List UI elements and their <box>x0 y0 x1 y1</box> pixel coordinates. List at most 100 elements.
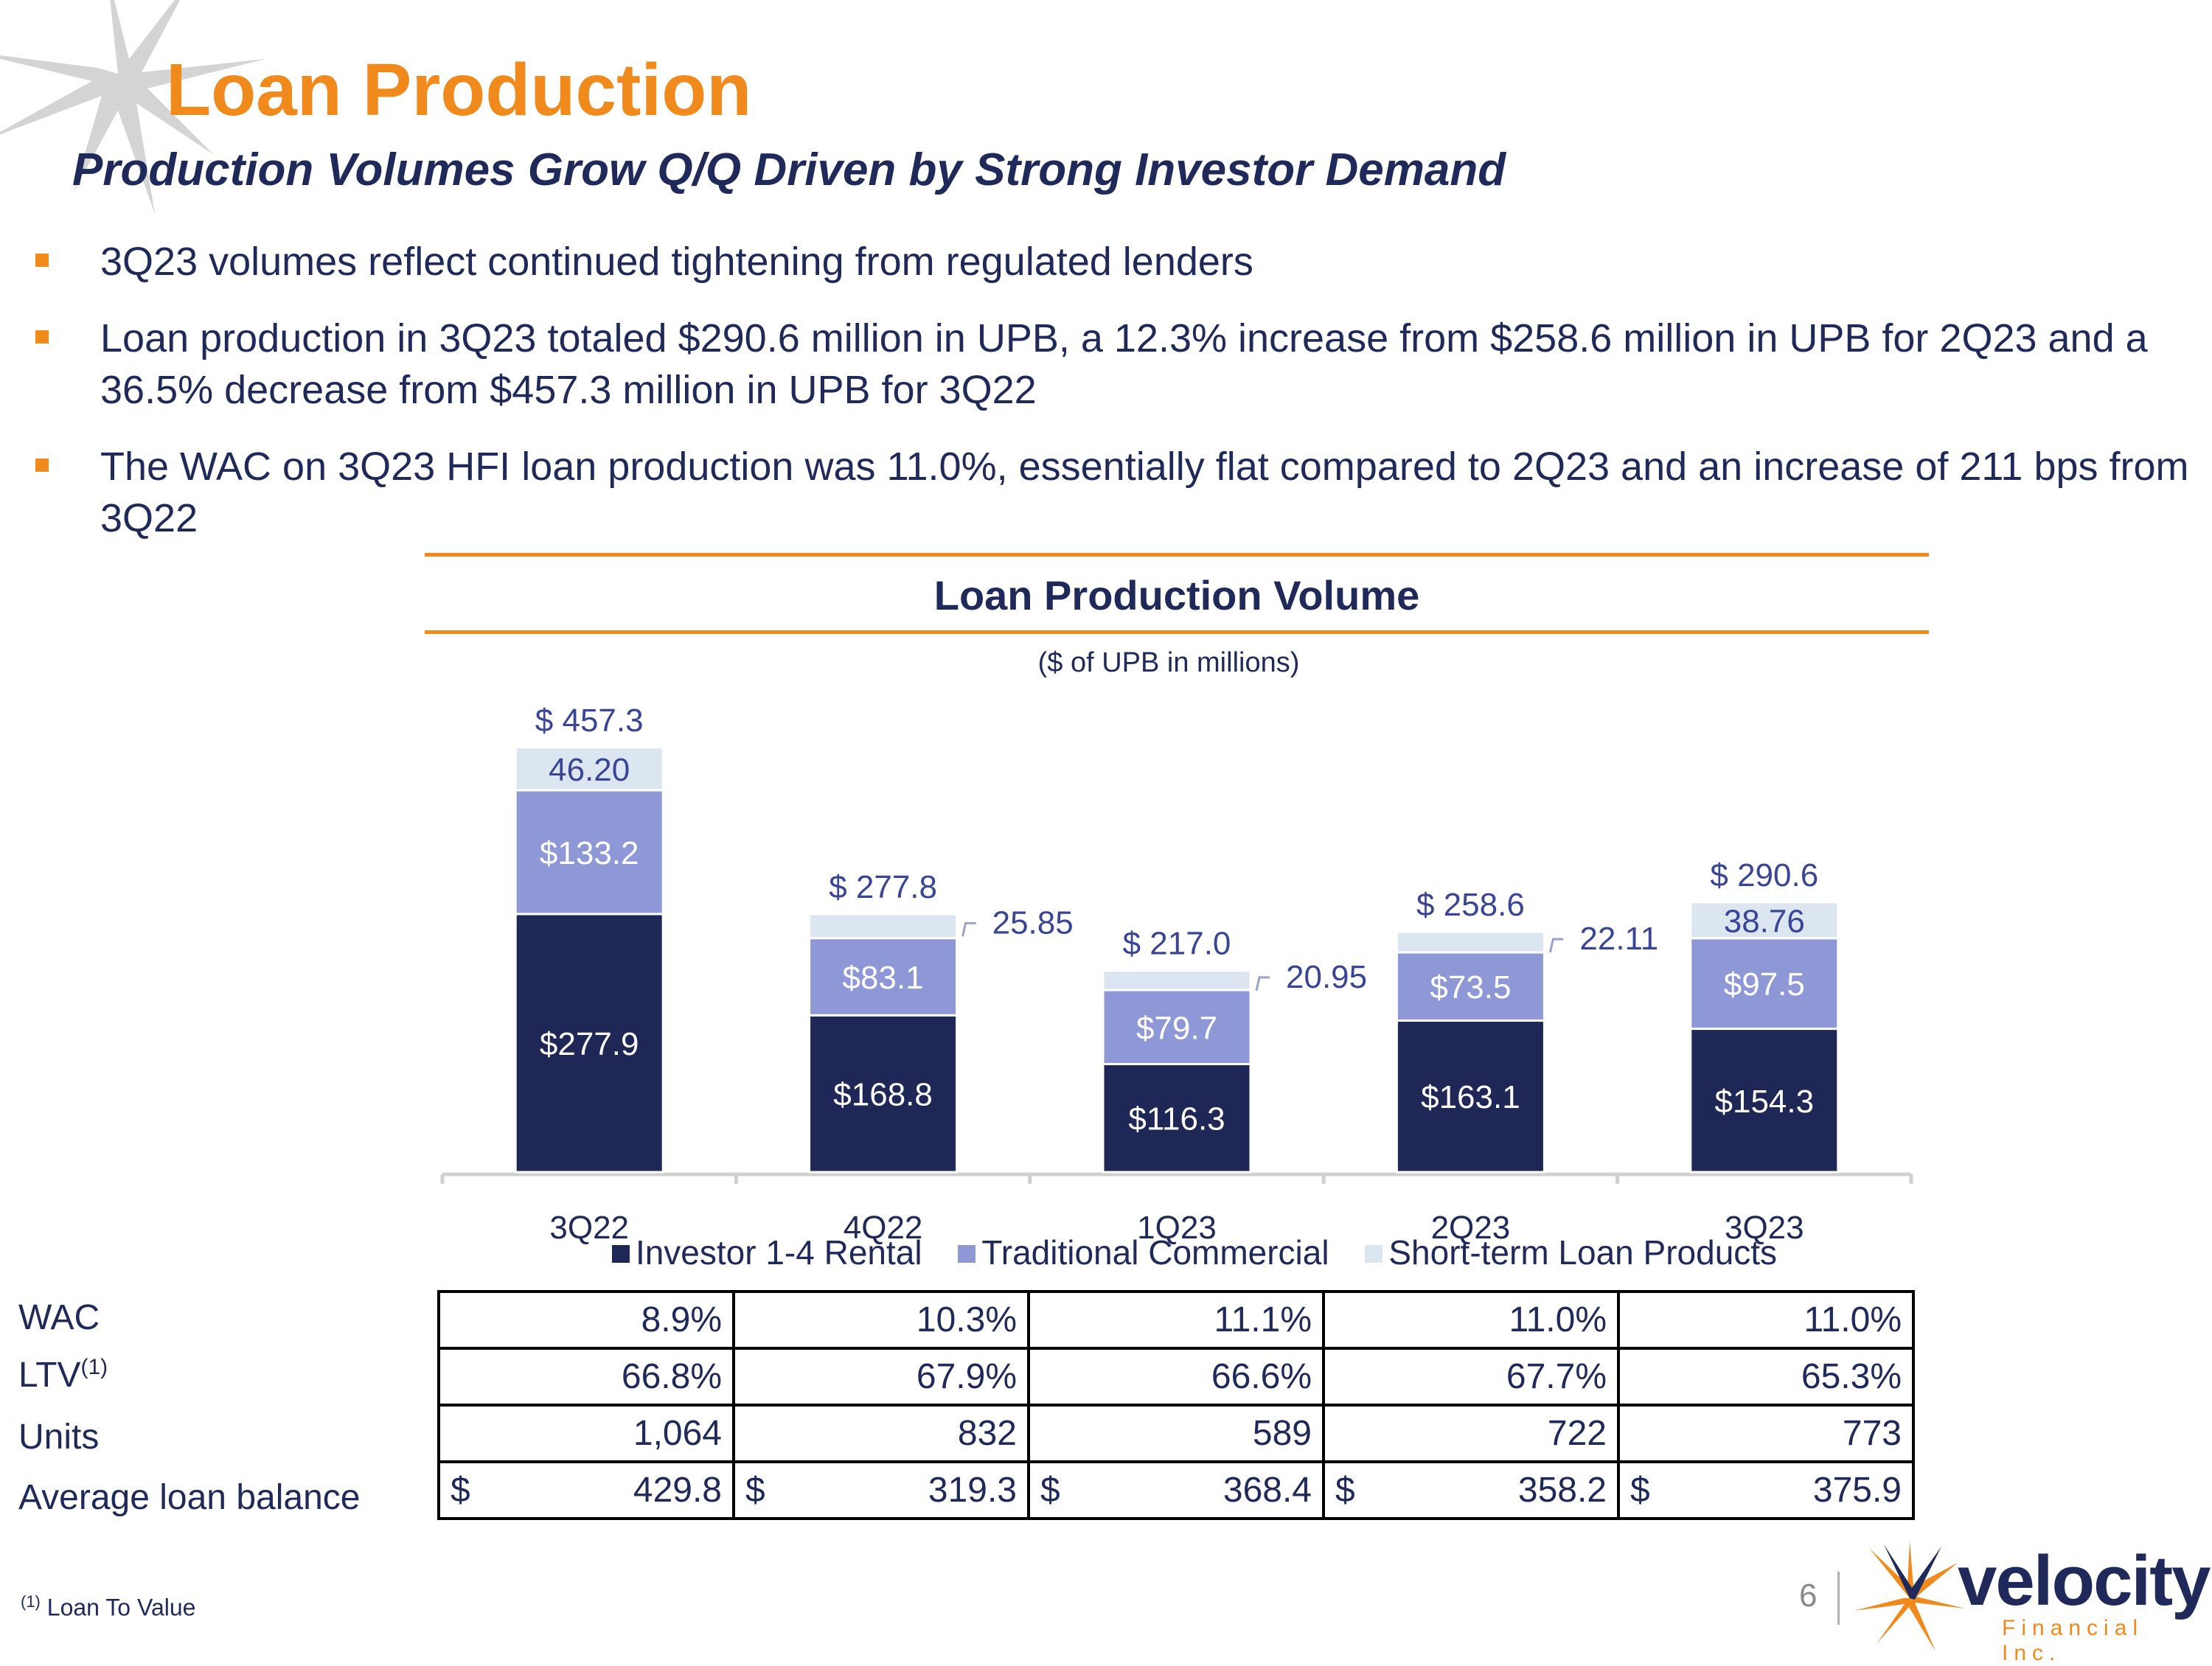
legend-swatch <box>958 1245 976 1263</box>
bar-segment <box>808 913 959 940</box>
legend-swatch <box>611 1245 630 1263</box>
data-label: 38.76 <box>1724 903 1805 939</box>
metrics-table: 8.9% 10.3% 11.1% 11.0% 11.0% 66.8% 67.9%… <box>437 1290 1915 1520</box>
ltv-footnote-marker: (1) <box>80 1355 108 1379</box>
bullet-item: Loan production in 3Q23 totaled $290.6 m… <box>29 313 2205 416</box>
bar-segment <box>1395 1019 1545 1174</box>
bullet-list: 3Q23 volumes reflect continued tightenin… <box>29 236 2205 569</box>
x-tick-label: 1Q23 <box>1137 1210 1217 1246</box>
table-cell: 11.0% <box>1617 1290 1915 1350</box>
bar-segment <box>514 746 664 792</box>
table-cell: 67.7% <box>1322 1347 1620 1407</box>
compass-star-icon <box>0 0 265 214</box>
table-cell: 10.3% <box>732 1290 1030 1350</box>
table-cell: $319.3 <box>732 1460 1030 1520</box>
chart-title-rule-top <box>425 553 1929 557</box>
data-label: $277.9 <box>540 1026 639 1062</box>
table-cell: $429.8 <box>437 1460 735 1520</box>
row-label-wac: WAC <box>18 1298 100 1337</box>
data-label: $163.1 <box>1421 1079 1520 1115</box>
row-label-units: Units <box>18 1418 100 1457</box>
total-label: $ 290.6 <box>1710 857 1818 893</box>
bar-segment <box>1689 901 1840 940</box>
chart-title-rule-bottom <box>425 630 1929 634</box>
data-label: $168.8 <box>833 1077 933 1113</box>
company-logo: velocity Financial Inc. <box>1854 1541 2211 1665</box>
bar-segment <box>1395 930 1545 954</box>
table-cell: 722 <box>1322 1404 1620 1463</box>
legend-label: Investor 1-4 Rental <box>635 1233 922 1272</box>
table-cell: 1,064 <box>437 1404 735 1463</box>
table-row: 1,064 832 589 722 773 <box>437 1404 1915 1463</box>
dollar-sign: $ <box>451 1471 470 1510</box>
data-label: 46.20 <box>549 752 630 788</box>
footnote-marker: (1) <box>21 1592 41 1611</box>
data-label: 25.85 <box>992 905 1074 941</box>
table-cell: 11.0% <box>1322 1290 1620 1350</box>
x-tick-label: 3Q22 <box>549 1210 629 1246</box>
legend-item: Traditional Commercial <box>958 1233 1329 1272</box>
table-row: 8.9% 10.3% 11.1% 11.0% 11.0% <box>437 1290 1915 1350</box>
table-cell: 67.9% <box>732 1347 1030 1407</box>
table-cell: 66.8% <box>437 1347 735 1407</box>
footnote-text: Loan To Value <box>46 1594 196 1621</box>
row-label-average-loan-balance: Average loan balance <box>18 1478 361 1517</box>
total-label: $ 277.8 <box>829 869 937 905</box>
table-cell: $358.2 <box>1322 1460 1620 1520</box>
page-title: Loan Production <box>166 49 752 131</box>
data-label: $154.3 <box>1715 1084 1815 1120</box>
bar-segment <box>1102 969 1252 991</box>
table-cell: 65.3% <box>1617 1347 1915 1407</box>
bar-segment <box>1102 989 1252 1065</box>
table-cell: 11.1% <box>1027 1290 1325 1350</box>
legend-item: Investor 1-4 Rental <box>611 1233 922 1272</box>
label-leader-line <box>1548 938 1564 953</box>
data-label: $79.7 <box>1136 1010 1217 1046</box>
table-cell: 589 <box>1027 1404 1325 1463</box>
table-row: $429.8 $319.3 $368.4 $358.2 $375.9 <box>437 1460 1915 1520</box>
label-leader-line <box>961 921 976 937</box>
data-label: $73.5 <box>1430 969 1511 1005</box>
data-label: 22.11 <box>1579 921 1658 957</box>
page-subtitle: Production Volumes Grow Q/Q Driven by St… <box>72 144 1506 195</box>
chart-title: Loan Production Volume <box>933 572 1420 618</box>
data-label: 20.95 <box>1286 959 1367 995</box>
bar-segment <box>514 789 664 916</box>
total-label: $ 217.0 <box>1123 926 1231 962</box>
dollar-sign: $ <box>1335 1471 1355 1510</box>
label-leader-line <box>1255 976 1270 991</box>
table-cell: $375.9 <box>1617 1460 1915 1520</box>
table-cell: 832 <box>732 1404 1030 1463</box>
bullet-item: 3Q23 volumes reflect continued tightenin… <box>29 236 2205 287</box>
table-cell: 8.9% <box>437 1290 735 1350</box>
x-tick-label: 4Q22 <box>844 1210 923 1246</box>
bar-segment <box>1102 1062 1252 1174</box>
legend-label: Short-term Loan Products <box>1388 1233 1778 1272</box>
dollar-sign: $ <box>1630 1471 1650 1510</box>
logo-wordmark: velocity <box>1958 1541 2211 1620</box>
table-cell: 66.6% <box>1027 1347 1325 1407</box>
bar-segment <box>808 1014 959 1174</box>
legend-swatch <box>1365 1245 1383 1263</box>
bar-segment <box>1689 937 1840 1031</box>
data-label: $116.3 <box>1128 1101 1225 1137</box>
data-label: $133.2 <box>540 835 639 871</box>
chart-legend: Investor 1-4 Rental Traditional Commerci… <box>0 1233 2212 1272</box>
footnote: (1) Loan To Value <box>21 1592 195 1622</box>
row-label-ltv: LTV(1) <box>18 1355 108 1395</box>
data-label: $97.5 <box>1724 966 1805 1003</box>
bullet-item: The WAC on 3Q23 HFI loan production was … <box>29 441 2205 544</box>
x-tick-label: 2Q23 <box>1431 1210 1511 1246</box>
table-cell: $368.4 <box>1027 1460 1325 1520</box>
table-cell: 773 <box>1617 1404 1915 1463</box>
stacked-bar-chart: $277.9 $133.2 46.20 $ 457.3 3Q22 $168.8 $83.1 2… <box>440 703 1913 1246</box>
bar-segment <box>514 913 664 1174</box>
chart-subtitle: ($ of UPB in millions) <box>1037 647 1300 678</box>
legend-label: Traditional Commercial <box>981 1233 1329 1272</box>
legend-item: Short-term Loan Products <box>1365 1233 1777 1272</box>
table-row: 66.8% 67.9% 66.6% 67.7% 65.3% <box>437 1347 1915 1407</box>
x-tick-label: 3Q23 <box>1725 1210 1804 1246</box>
total-label: $ 457.3 <box>535 703 644 739</box>
dollar-sign: $ <box>745 1471 765 1510</box>
data-label: $83.1 <box>843 960 924 996</box>
